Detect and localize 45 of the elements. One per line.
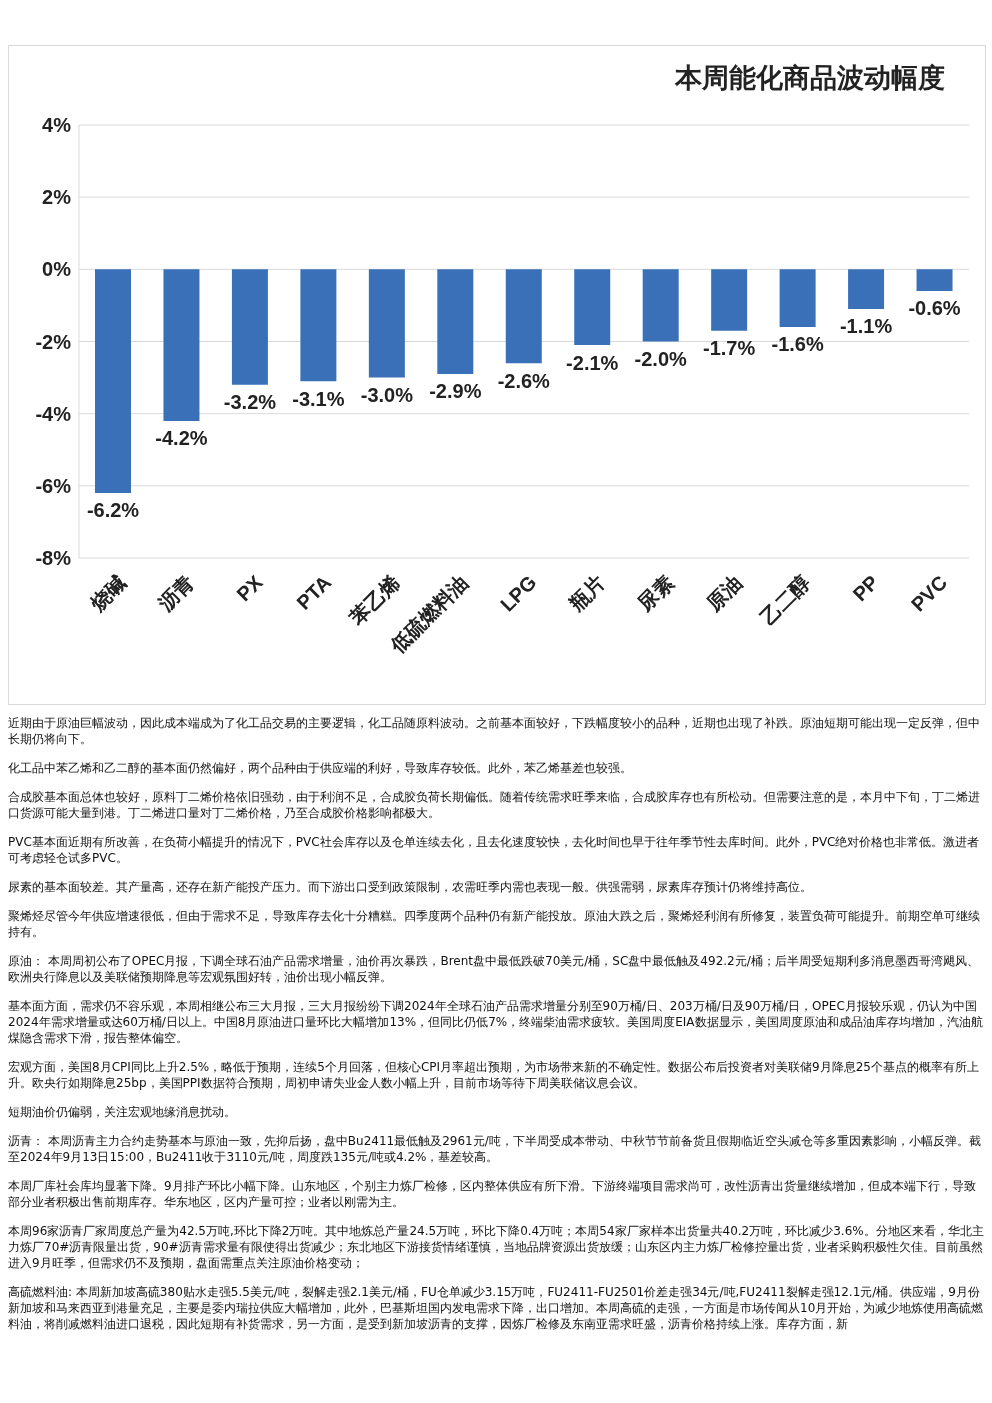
y-tick-label: -8% (35, 547, 72, 570)
data-label: -1.1% (839, 315, 893, 338)
text: 基本面方面，需求仍不容乐观，本周相继公布三大月报，三大月报纷纷下调2024年全球石油产品需求增量分别至90万桶/日、203万桶/日及90万桶/日，OPEC月报较乐观，仍认为中国2024年需求增量或达60万桶/日以上。中国8月原油进口量环比大幅增加13%，但同比仍低7%，终端柴油需求疲软。美国周度EIA数据显示，美国周度原油和成品油库存均增加，汽油航煤隐含需求下滑，报告整体偏空。 (8, 998, 984, 1046)
text: 尿素的基本面较差。其产量高，还存在新产能投产压力。而下游出口受到政策限制，农需旺季内需也表现一般。供强需弱，尿素库存预计仍将维持高位。 (8, 879, 813, 895)
y-tick-label: -4% (35, 402, 72, 425)
x-tick-label: PP (848, 571, 883, 606)
x-tick-label: 乙二醇 (756, 571, 815, 629)
x-tick-label: 尿素 (632, 571, 678, 616)
text: 本周厂库社会库均显著下降。9月排产环比小幅下降。山东地区，个别主力炼厂检修，区内整体供应有所下滑。下游终端项目需求尚可，改性沥青出货量继续增加，但成本端下行，导致部分业者积极出售前期库存。华东地区，区内产量可控；业者以刚需为主。 (8, 1178, 977, 1210)
y-tick-label: 4% (42, 114, 72, 137)
y-tick-label: 0% (42, 258, 72, 281)
x-tick-label: 原油 (701, 571, 746, 616)
y-tick-label: 2% (42, 186, 72, 209)
text: 沥青： 本周沥青主力合约走势基本与原油一致，先抑后扬，盘中Bu2411最低触及2961元/吨，下半周受成本带动、中秋节节前备货且假期临近空头减仓等多重因素影响，小幅反弹。截至2024年9月13日15:00，Bu2411收于3110元/吨，周度跌135元/吨或4.2%，基差较高。 (8, 1133, 982, 1165)
data-label: -3.1% (292, 387, 345, 410)
chart-title: 本周能化商品波动幅度 (675, 61, 945, 95)
data-label: -2.6% (497, 369, 551, 392)
data-label: -1.7% (703, 337, 756, 360)
x-tick-label: 烧碱 (85, 571, 130, 616)
text: 本周96家沥青厂家周度总产量为42.5万吨,环比下降2万吨。其中地炼总产量24.5万吨，环比下降0.4万吨；本周54家厂家样本出货量共40.2万吨，环比减少3.6%。分地区来看，华北主力炼厂70#沥青限量出货，90#沥青需求量有限使得出货减少；东北地区下游接货情绪谨慎，当地品牌资源出货放缓；山东区内主力炼厂检修控量出货，业者采购积极性欠佳。目前虽然进入9月旺季，但需求仍不及预期，盘面需重点关注原油价格变动； (8, 1223, 984, 1271)
text: 近期由于原油巨幅波动，因此成本端成为了化工品交易的主要逻辑，化工品随原料波动。之前基本面较好，下跌幅度较小的品种，近期也出现了补跌。原油短期可能出现一定反弹，但中长期仍将向下。 (8, 715, 981, 747)
data-label: -3.0% (360, 383, 414, 406)
y-tick-label: -6% (35, 474, 72, 497)
data-label: -3.2% (223, 391, 277, 414)
x-tick-label: 沥青 (153, 571, 199, 616)
text: 高硫燃料油: 本周新加坡高硫380贴水走强5.5美元/吨，裂解走强2.1美元/桶，FU仓单减少3.15万吨，FU2411-FU2501价差走强34元/吨,FU2411裂解走强12.1元/桶。供应端，9月份新加坡和马来西亚到港量充足，主要是委内瑞拉供应大幅增加，此外，巴基斯坦国内发电需求下降，出口增加。本周高硫的走强，一方面是市场传闻从10月开始，为减少地炼使用高硫燃料油，将削减燃料油进口退税，因此短期有补货需求，另一方面，是受到新加坡沥青的支撑，因炼厂检修及东南亚需求旺盛，沥青价格持续上涨。库存方面，新 (8, 1284, 984, 1332)
data-label: -0.6% (908, 297, 961, 320)
x-tick-label: PTA (292, 571, 336, 614)
text: 短期油价仍偏弱，关注宏观地缘消息扰动。 (8, 1104, 237, 1120)
text: 宏观方面，美国8月CPI同比上升2.5%，略低于预期，连续5个月回落，但核心CPI月率超出预期，为市场带来新的不确定性。数据公布后投资者对美联储9月降息25个基点的概率有所上升。欧央行如期降息25bp，美国PPI数据符合预期，周初申请失业金人数小幅上升，目前市场等待下周美联储议息会议。 (8, 1059, 980, 1091)
text: PVC基本面近期有所改善，在负荷小幅提升的情况下，PVC社会库存以及仓单连续去化，且去化速度较快，去化时间也早于往年季节性去库时间。此外，PVC绝对价格也非常低。激进者可考虑轻仓试多PVC。 (8, 834, 981, 866)
data-label: -2.0% (634, 347, 688, 370)
text: 化工品中苯乙烯和乙二醇的基本面仍然偏好，两个品种由于供应端的利好，导致库存较低。此外，苯乙烯基差也较强。 (8, 760, 633, 776)
text: 合成胶基本面总体也较好，原料丁二烯价格依旧强劲，由于利润不足，合成胶负荷长期偏低。随着传统需求旺季来临，合成胶库存也有所松动。但需要注意的是，本月中下旬，丁二烯进口货源可能大量到港。丁二烯进口量对丁二烯价格，乃至合成胶价格影响都极大。 (8, 789, 981, 821)
data-label: -1.6% (771, 333, 824, 356)
text: 原油： 本周周初公布了OPEC月报，下调全球石油产品需求增量，油价再次暴跌，Brent盘中最低跌破70美元/桶，SC盘中最低触及492.2元/桶；后半周受短期利多消息墨西哥湾飓风、欧洲央行降息以及美联储预期降息等宏观氛围好转，油价出现小幅反弹。 (8, 953, 980, 985)
text: 聚烯烃尽管今年供应增速很低，但由于需求不足，导致库存去化十分糟糕。四季度两个品种仍有新产能投放。原油大跌之后，聚烯烃利润有所修复，装置负荷可能提升。前期空单可继续持有。 (8, 908, 981, 940)
y-tick-label: -2% (35, 330, 72, 353)
x-tick-label: PX (232, 570, 268, 606)
x-tick-label: 苯乙烯 (344, 571, 404, 630)
data-label: -2.9% (429, 380, 482, 403)
x-tick-label: 瓶片 (564, 571, 610, 616)
data-label: -4.2% (155, 427, 208, 450)
data-label: -6.2% (86, 499, 140, 522)
data-label: -2.1% (566, 351, 619, 374)
